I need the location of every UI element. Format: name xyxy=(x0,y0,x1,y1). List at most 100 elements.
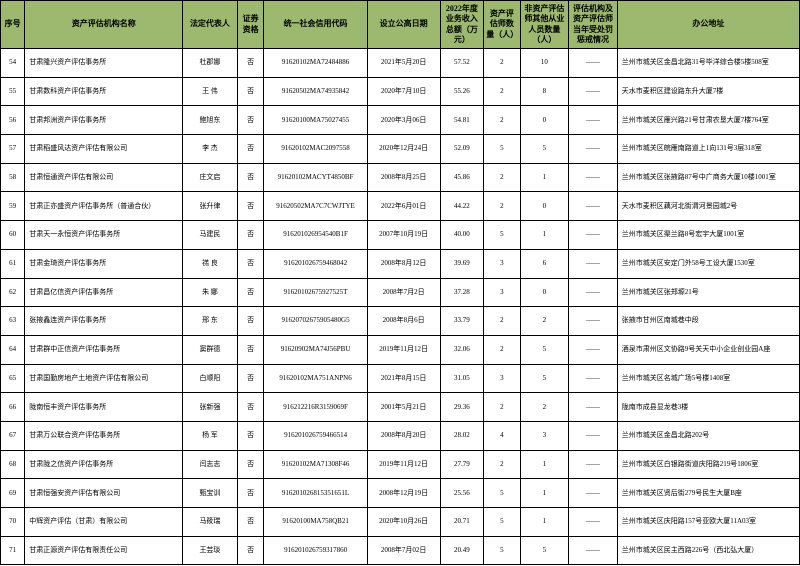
table-cell: 2020年7月10日 xyxy=(367,77,440,106)
table-cell: 44.22 xyxy=(440,192,484,221)
table-cell: 2021年5月20日 xyxy=(367,49,440,78)
table-cell: 王 伟 xyxy=(183,77,238,106)
table-cell: 91620502MA7C7CWJTYE xyxy=(264,192,367,221)
table-cell: —— xyxy=(569,450,618,479)
table-cell: 邢 东 xyxy=(183,307,238,336)
table-cell: 白顺阳 xyxy=(183,364,238,393)
table-cell: 兰州市城关区渠兰路8号宏宇大厦1001室 xyxy=(617,221,799,250)
table-cell: 2007年10月19日 xyxy=(367,221,440,250)
table-cell: —— xyxy=(569,249,618,278)
table-cell: 916201026759468042 xyxy=(264,249,367,278)
table-cell: 兰州市城关区安定门外58号工设大厦1530室 xyxy=(617,249,799,278)
col-seq: 序号 xyxy=(1,1,25,49)
table-cell: 2 xyxy=(520,307,569,336)
table-cell: 91620102MA71308F46 xyxy=(264,450,367,479)
table-cell: —— xyxy=(569,278,618,307)
table-row: 70中辉资产评估（甘肃）有限公司马筱瑞否91620100MA758QB21202… xyxy=(1,508,800,537)
col-rep: 法定代表人 xyxy=(183,1,238,49)
table-cell: 56 xyxy=(1,106,25,135)
table-cell: 3 xyxy=(484,249,520,278)
table-cell: 否 xyxy=(237,221,264,250)
table-cell: 1 xyxy=(520,479,569,508)
table-cell: 甘肃恒通资产评估有限公司 xyxy=(25,163,183,192)
table-cell: 兰州市城关区皖雁南路道上1向131号3层318室 xyxy=(617,135,799,164)
appraisal-firms-table: 序号 资产评估机构名称 法定代表人 证券资格 统一社会信用代码 设立公高日期 2… xyxy=(0,0,800,565)
table-cell: 32.06 xyxy=(440,335,484,364)
table-cell: 61 xyxy=(1,249,25,278)
table-cell: 否 xyxy=(237,479,264,508)
table-cell: 1 xyxy=(520,163,569,192)
table-cell: 否 xyxy=(237,364,264,393)
table-cell: —— xyxy=(569,307,618,336)
table-cell: 0 xyxy=(520,106,569,135)
table-cell: 68 xyxy=(1,450,25,479)
table-cell: 40.00 xyxy=(440,221,484,250)
table-cell: 1 xyxy=(520,450,569,479)
col-name: 资产评估机构名称 xyxy=(25,1,183,49)
table-cell: 62 xyxy=(1,278,25,307)
table-cell: 甘肃天一永恒资产评估事务所 xyxy=(25,221,183,250)
table-cell: 2021年8月15日 xyxy=(367,364,440,393)
table-cell: 71 xyxy=(1,536,25,565)
table-cell: 兰州市城关区雁兴路21号甘肃农垦大厦7楼764室 xyxy=(617,106,799,135)
table-cell: —— xyxy=(569,49,618,78)
table-cell: 69 xyxy=(1,479,25,508)
table-cell: 2019年11月12日 xyxy=(367,335,440,364)
table-cell: 甘肃隆兴资产评估事务所 xyxy=(25,49,183,78)
table-cell: 闫志志 xyxy=(183,450,238,479)
table-cell: 2 xyxy=(484,307,520,336)
table-cell: 禚 良 xyxy=(183,249,238,278)
table-cell: 39.69 xyxy=(440,249,484,278)
table-cell: 64 xyxy=(1,335,25,364)
col-rev: 2022年度业务收入总额（万元） xyxy=(440,1,484,49)
table-cell: —— xyxy=(569,77,618,106)
table-cell: 否 xyxy=(237,335,264,364)
table-row: 66陇南恒丰资产评估事务所张新强否916212216R3159069F2001年… xyxy=(1,393,800,422)
table-cell: 鲍旭东 xyxy=(183,106,238,135)
table-cell: 否 xyxy=(237,163,264,192)
table-cell: 20.49 xyxy=(440,536,484,565)
table-row: 67甘肃万公联合资产评估事务所杨 军否916201026759466514200… xyxy=(1,421,800,450)
table-cell: 兰州市城关区张掖路87号中广商务大厦10楼1001室 xyxy=(617,163,799,192)
table-cell: 2 xyxy=(484,163,520,192)
table-cell: 甘肃恒强安资产评估有限公司 xyxy=(25,479,183,508)
table-cell: 甘肃稻盛风达资产评估有限公司 xyxy=(25,135,183,164)
table-cell: 兰州市城关区金昌北路202号 xyxy=(617,421,799,450)
table-cell: 3 xyxy=(484,278,520,307)
table-cell: 甄宝训 xyxy=(183,479,238,508)
table-cell: 31.05 xyxy=(440,364,484,393)
table-cell: 否 xyxy=(237,49,264,78)
table-cell: —— xyxy=(569,421,618,450)
table-cell: 否 xyxy=(237,450,264,479)
col-date: 设立公高日期 xyxy=(367,1,440,49)
table-cell: 5 xyxy=(484,479,520,508)
col-pen: 评估机构及资产评估师当年受处罚惩戒情况 xyxy=(569,1,618,49)
table-cell: 2008年8月6日 xyxy=(367,307,440,336)
table-cell: —— xyxy=(569,393,618,422)
table-cell: 25.56 xyxy=(440,479,484,508)
table-cell: 1 xyxy=(520,221,569,250)
table-cell: 91620902MA74J56PBU xyxy=(264,335,367,364)
table-cell: 甘肃群中正信资产评估事务所 xyxy=(25,335,183,364)
table-cell: 2022年6月01日 xyxy=(367,192,440,221)
table-cell: 杜郡娜 xyxy=(183,49,238,78)
table-cell: 2 xyxy=(484,106,520,135)
table-cell: 兰州市城关区贤后街279号民生大厦B座 xyxy=(617,479,799,508)
table-row: 57甘肃稻盛风达资产评估有限公司李 杰否91620102MAC209755820… xyxy=(1,135,800,164)
table-row: 64甘肃群中正信资产评估事务所窦群德否91620902MA74J56PBU201… xyxy=(1,335,800,364)
table-cell: 否 xyxy=(237,135,264,164)
table-cell: 916201026954540B1F xyxy=(264,221,367,250)
table-cell: 甘肃陇之信资产评估事务所 xyxy=(25,450,183,479)
table-cell: 兰州市城关区张郑塬21号 xyxy=(617,278,799,307)
table-cell: 91620102MA72484886 xyxy=(264,49,367,78)
table-cell: 2 xyxy=(484,393,520,422)
table-cell: 6 xyxy=(520,249,569,278)
table-cell: —— xyxy=(569,221,618,250)
table-cell: 916212216R3159069F xyxy=(264,393,367,422)
table-cell: 916201026815351651L xyxy=(264,479,367,508)
col-code: 统一社会信用代码 xyxy=(264,1,367,49)
table-cell: 陇南市成县显龙巷3楼 xyxy=(617,393,799,422)
col-addr: 办公地址 xyxy=(617,1,799,49)
table-cell: 33.79 xyxy=(440,307,484,336)
table-row: 63张掖鑫连资产评估事务所邢 东否91620702675905480G52008… xyxy=(1,307,800,336)
